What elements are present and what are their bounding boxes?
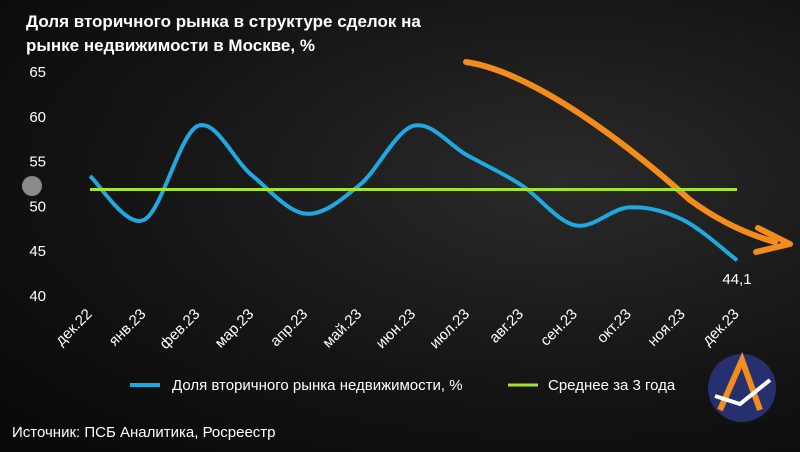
x-tick-label: июн.23 xyxy=(373,306,420,353)
x-tick-label: дек.22 xyxy=(52,306,95,349)
x-tick-label: фев.23 xyxy=(156,306,203,353)
chart-title: Доля вторичного рынка в структуре сделок… xyxy=(26,12,421,55)
x-tick-label: авг.23 xyxy=(486,306,527,347)
x-tick-label: июл.23 xyxy=(426,306,473,353)
y-tick-label: 40 xyxy=(29,288,46,305)
x-tick-label: дек.23 xyxy=(699,306,742,349)
x-tick-label: май.23 xyxy=(319,306,365,352)
arrow xyxy=(463,59,778,245)
y-tick-label: 60 xyxy=(29,109,46,126)
legend-label: Доля вторичного рынка недвижимости, % xyxy=(172,377,463,394)
arrow-head xyxy=(753,225,793,255)
logo xyxy=(708,351,776,422)
y-tick-label: 50 xyxy=(29,198,46,215)
x-tick-label: окт.23 xyxy=(594,306,635,347)
data-label: 44,1 xyxy=(722,271,751,288)
y-tick-label: 45 xyxy=(29,243,46,260)
y-tick-label: 55 xyxy=(29,154,46,171)
x-tick-label: апр.23 xyxy=(267,306,311,350)
x-tick-label: мар.23 xyxy=(212,306,258,352)
x-tick-label: янв.23 xyxy=(106,306,150,350)
x-tick-label: сен.23 xyxy=(537,306,581,350)
x-tick-label: ноя.23 xyxy=(644,306,688,350)
series-line xyxy=(88,123,739,262)
legend-label: Среднее за 3 года xyxy=(548,377,676,394)
y-tick-label: 65 xyxy=(29,64,46,81)
decor-dot xyxy=(22,176,42,196)
source: Источник: ПСБ Аналитика, Росреестр xyxy=(12,424,276,441)
